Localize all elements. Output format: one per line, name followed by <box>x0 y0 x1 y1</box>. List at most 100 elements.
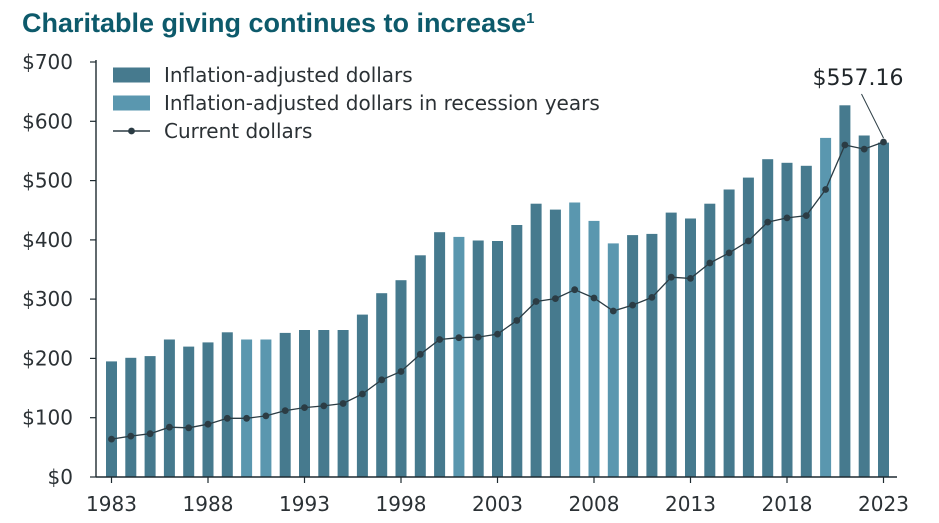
bar-series <box>106 105 889 478</box>
x-tick-label: 1988 <box>183 492 234 516</box>
chart-legend: Inflation-adjusted dollars Inflation-adju… <box>113 63 600 143</box>
bar-2023 <box>878 142 889 477</box>
bar-2018 <box>781 162 793 478</box>
x-tick-label: 2018 <box>762 492 813 516</box>
bar-2014 <box>704 203 716 477</box>
current-dollars-point-2022 <box>860 145 868 153</box>
y-tick-label: $300 <box>22 287 73 311</box>
bar-1992 <box>279 332 291 477</box>
annotation-final-value: $557.16 <box>813 66 904 91</box>
current-dollars-point-2002 <box>474 333 482 341</box>
chart-title: Charitable giving continues to increase1 <box>22 8 534 39</box>
current-dollars-point-2015 <box>725 249 733 257</box>
bar-2000 <box>434 232 446 477</box>
y-tick-label: $100 <box>22 406 73 430</box>
bar-1983 <box>106 361 117 477</box>
bar-1986 <box>163 339 175 477</box>
bar-1993 <box>299 330 310 477</box>
current-dollars-point-2008 <box>590 294 598 302</box>
y-tick-label: $200 <box>22 346 73 370</box>
bar-recession-2001 <box>453 236 465 477</box>
x-tick-label: 1983 <box>86 492 137 516</box>
current-dollars-point-2007 <box>571 286 579 294</box>
x-tick-label: 2008 <box>569 492 620 516</box>
current-dollars-point-1998 <box>397 368 405 375</box>
bar-1987 <box>183 346 195 477</box>
bar-1997 <box>376 293 388 477</box>
legend-label: Inflation-adjusted dollars <box>164 63 413 87</box>
bar-1984 <box>125 357 137 477</box>
current-dollars-point-1985 <box>146 430 154 438</box>
x-tick-label: 1993 <box>279 492 330 516</box>
current-dollars-series <box>108 138 887 443</box>
bar-2022 <box>858 135 870 477</box>
bar-1985 <box>144 356 156 477</box>
current-dollars-point-1997 <box>378 376 386 384</box>
bar-2004 <box>511 225 523 477</box>
legend-bar-swatch <box>113 67 150 83</box>
current-dollars-point-2014 <box>706 259 714 267</box>
current-dollars-point-1990 <box>243 414 251 422</box>
annotation-leader-line <box>861 93 884 139</box>
legend-label: Current dollars <box>164 119 312 143</box>
bar-recession-1990 <box>241 339 253 477</box>
current-dollars-point-2004 <box>513 317 521 324</box>
current-dollars-point-2013 <box>687 275 694 282</box>
current-dollars-point-1992 <box>281 407 289 414</box>
bar-recession-2009 <box>607 243 619 477</box>
current-dollars-point-2010 <box>629 301 636 309</box>
current-dollars-point-2016 <box>745 237 752 245</box>
bar-2019 <box>800 165 812 478</box>
bar-2016 <box>742 177 754 477</box>
bar-2021 <box>839 105 851 478</box>
title-footnote-marker: 1 <box>526 10 535 27</box>
current-dollars-point-1991 <box>262 412 270 420</box>
bar-1999 <box>414 255 426 477</box>
current-dollars-point-1987 <box>185 424 193 432</box>
current-dollars-point-1983 <box>108 435 115 443</box>
bar-2015 <box>723 189 735 477</box>
bar-recession-2008 <box>588 220 600 477</box>
y-tick-label: $400 <box>22 228 73 252</box>
bar-2012 <box>665 212 677 477</box>
bar-1989 <box>221 332 233 477</box>
bar-1998 <box>395 280 407 477</box>
current-dollars-point-2009 <box>609 307 617 315</box>
y-tick-label: $700 <box>22 50 73 74</box>
bar-2006 <box>549 209 561 477</box>
bar-2013 <box>685 218 696 477</box>
bar-recession-2007 <box>569 202 581 477</box>
current-dollars-point-2006 <box>552 295 559 302</box>
y-tick-label: $600 <box>22 109 73 133</box>
current-dollars-point-2017 <box>764 218 772 226</box>
bar-1988 <box>202 342 214 477</box>
x-tick-label: 2013 <box>665 492 716 516</box>
current-dollars-point-2011 <box>648 294 656 301</box>
bar-2017 <box>762 159 774 477</box>
bar-2010 <box>627 235 639 477</box>
current-dollars-point-2001 <box>455 334 463 342</box>
legend-label: Inflation-adjusted dollars in recession … <box>164 91 600 115</box>
current-dollars-point-2021 <box>841 141 849 149</box>
bar-2002 <box>472 240 484 477</box>
x-tick-label: 2023 <box>858 492 909 516</box>
current-dollars-point-1996 <box>359 390 366 398</box>
current-dollars-point-1995 <box>339 400 347 407</box>
bar-2011 <box>646 233 658 477</box>
current-dollars-point-2005 <box>532 298 540 305</box>
current-dollars-point-2012 <box>667 273 675 281</box>
current-dollars-point-1988 <box>204 420 212 428</box>
current-dollars-point-2019 <box>802 212 810 220</box>
chart-axes: $0 $100 $200 $300 $400 $500 $600 $700 1983 1988 19… <box>22 50 909 516</box>
chart-title-text: Charitable giving continues to increase <box>22 8 527 38</box>
current-dollars-point-2020 <box>822 186 829 193</box>
current-dollars-point-1994 <box>320 402 328 410</box>
bar-2005 <box>530 203 542 477</box>
y-tick-label: $0 <box>48 465 73 489</box>
current-dollars-point-2000 <box>436 336 443 343</box>
current-dollars-point-1993 <box>301 404 308 411</box>
current-dollars-point-2023 <box>880 138 887 146</box>
y-tick-label: $500 <box>22 169 73 193</box>
current-dollars-point-1989 <box>223 414 231 422</box>
current-dollars-point-2018 <box>783 214 791 222</box>
